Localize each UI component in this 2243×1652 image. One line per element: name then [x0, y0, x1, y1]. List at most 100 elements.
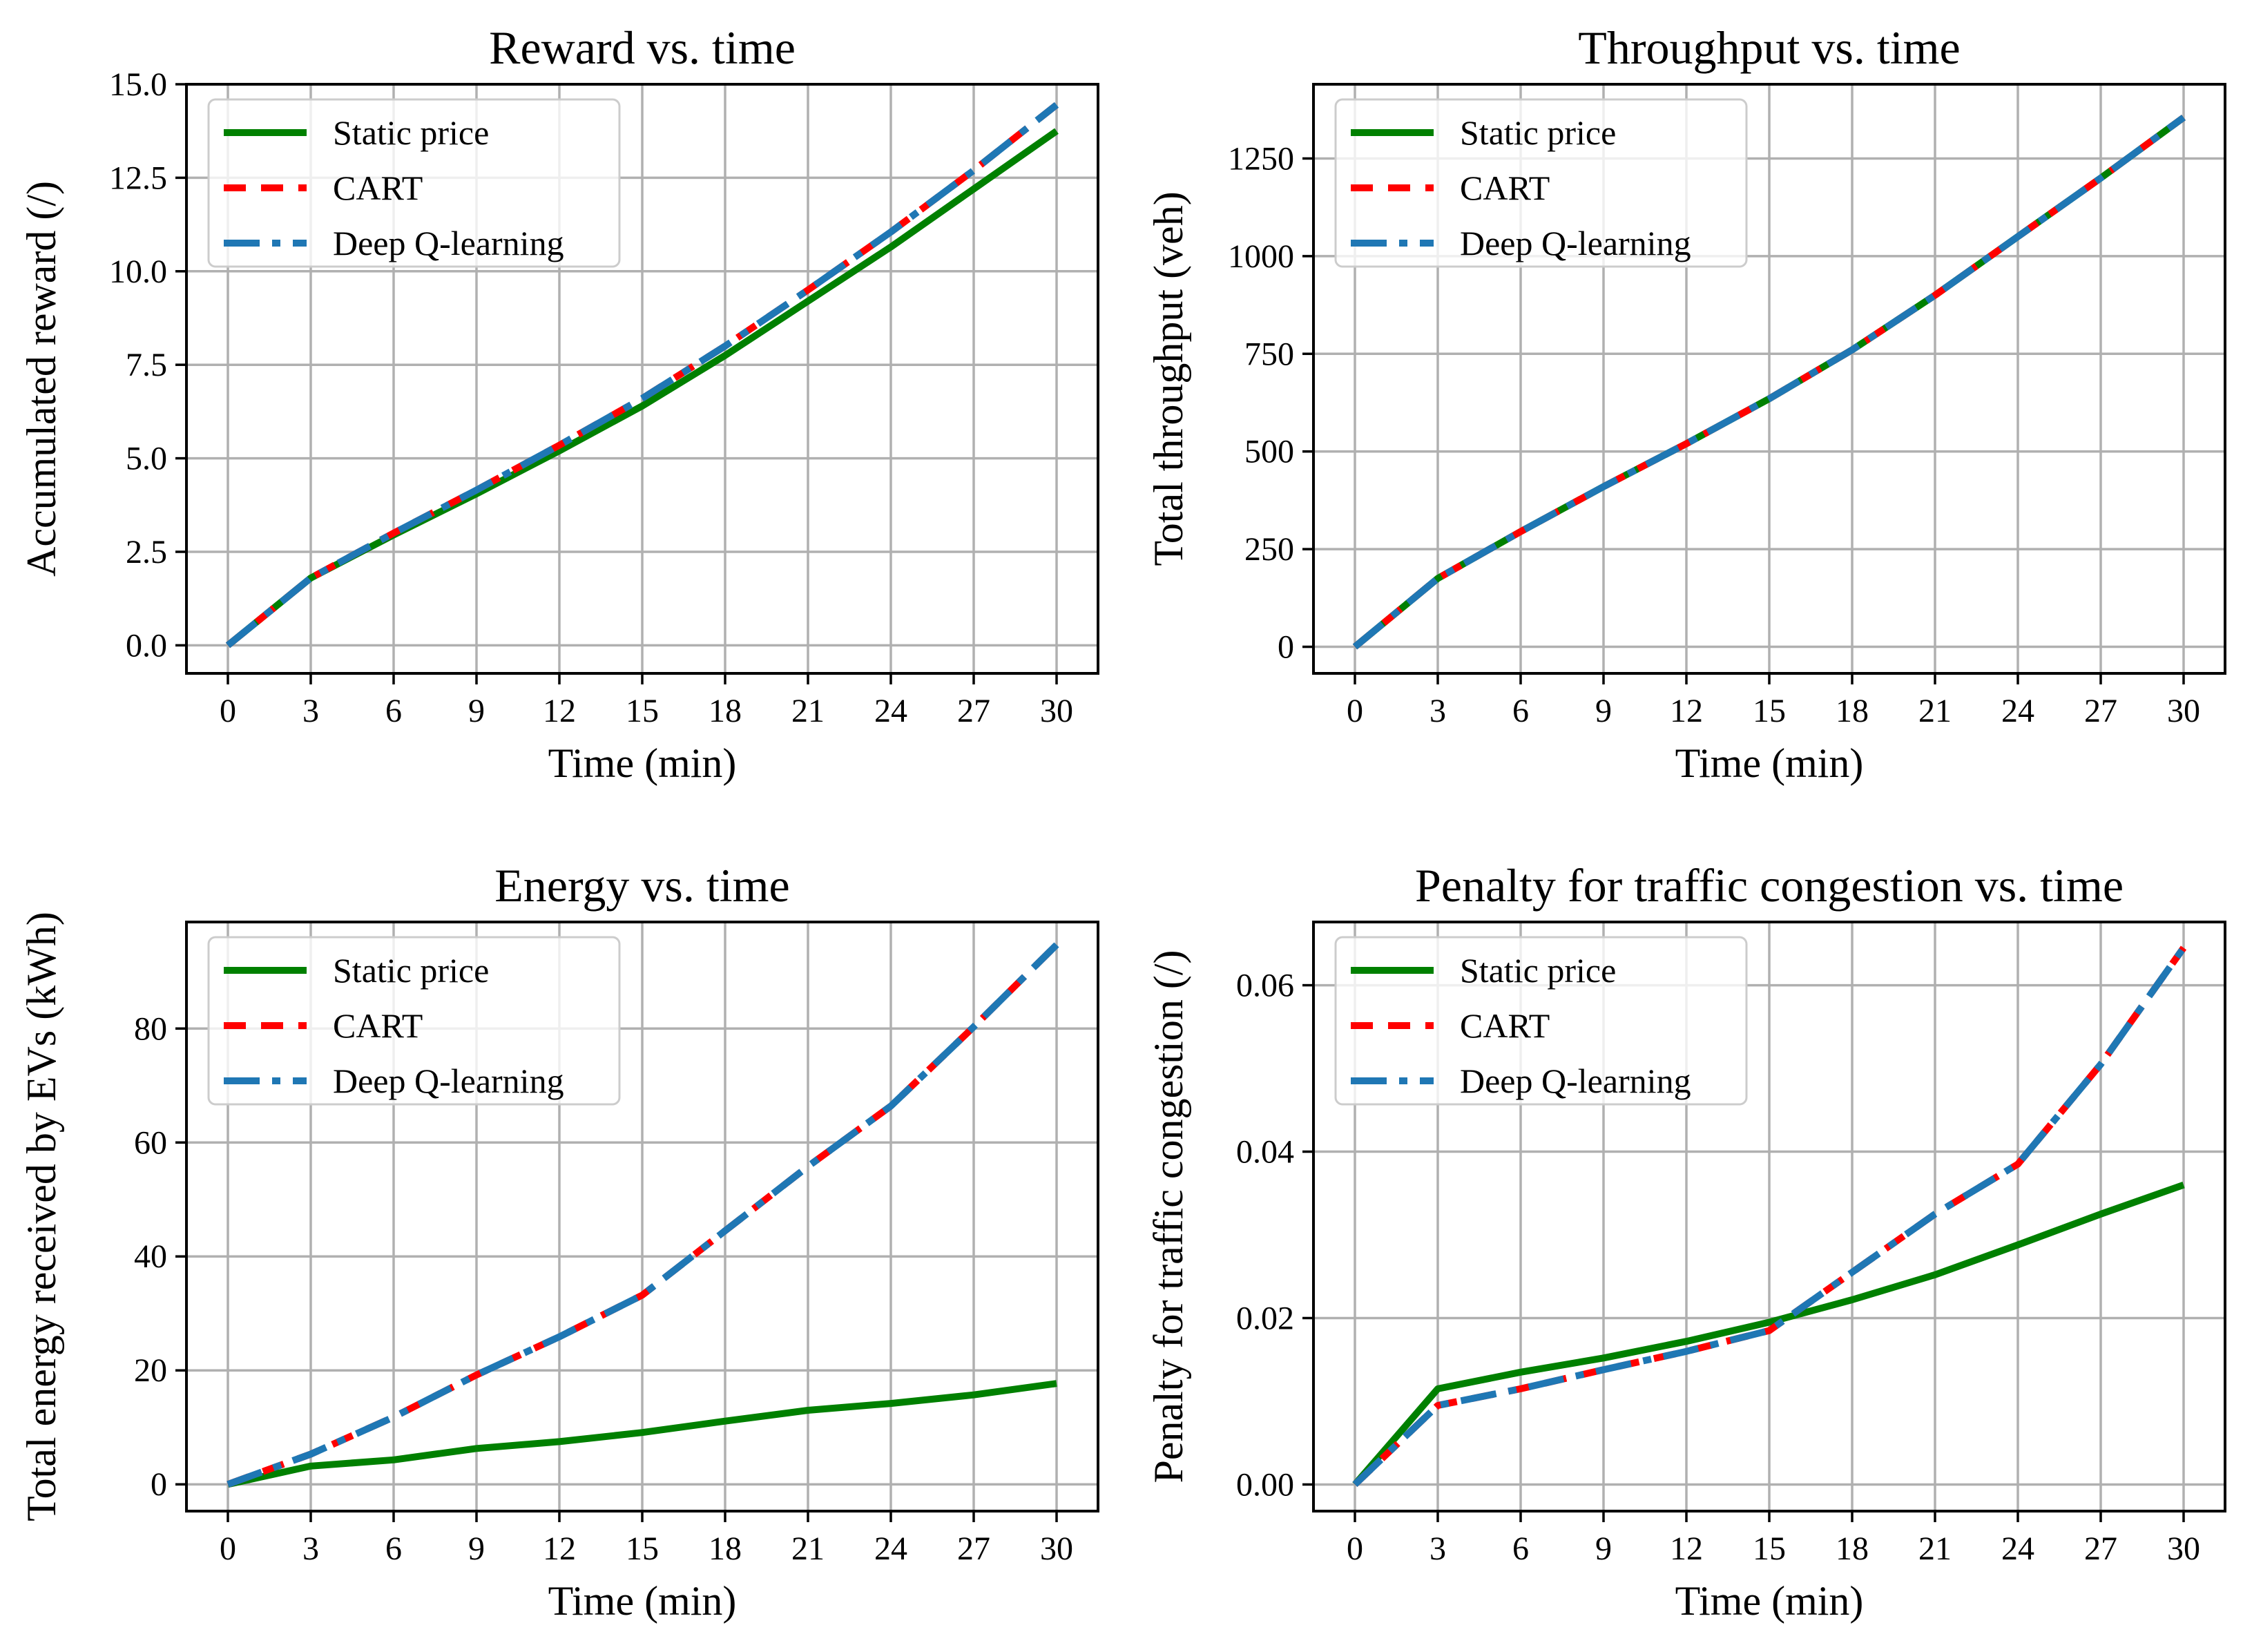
x-tick-label: 24: [874, 693, 907, 729]
legend-label: Static price: [1460, 951, 1616, 990]
y-axis-label: Total throughput (veh): [1146, 191, 1191, 566]
x-tick-label: 15: [626, 1530, 659, 1567]
series-line-static-price: [1352, 1181, 2185, 1487]
legend: Static price CART Deep Q-learning: [207, 98, 621, 268]
x-tick-label: 0: [1347, 693, 1363, 729]
x-tick-label: 27: [957, 1530, 990, 1567]
chart-panel-3: 0 3 6 9 12 15 18 21 24 27 30 0 20 40 60 80 Energy vs. ti…: [19, 859, 1099, 1624]
x-tick-label: 27: [957, 693, 990, 729]
legend-box: [1334, 98, 1748, 268]
legend-label: Static price: [333, 113, 489, 152]
series-line-static-price: [227, 1380, 1057, 1488]
x-tick-label: 12: [1670, 1530, 1703, 1567]
legend-label: Deep Q-learning: [1460, 224, 1691, 262]
x-tick-label: 27: [2084, 693, 2117, 729]
x-tick-label: 3: [1429, 693, 1446, 729]
legend-box: [207, 98, 621, 268]
chart-title: Energy vs. time: [494, 859, 789, 912]
y-tick-label: 0: [1278, 629, 1294, 666]
series-line-deep-q-learning: [227, 942, 1059, 1488]
x-tick-label: 30: [2167, 1530, 2200, 1567]
y-tick-label: 60: [134, 1124, 167, 1161]
legend: Static price CART Deep Q-learning: [1334, 98, 1748, 268]
x-tick-label: 0: [1347, 1530, 1363, 1567]
x-tick-label: 18: [1836, 693, 1869, 729]
legend: Static price CART Deep Q-learning: [1334, 936, 1748, 1106]
chart-panel-2: 0 3 6 9 12 15 18 21 24 27 30 0 250 500 750 1000 1250 Thro…: [1146, 21, 2226, 786]
x-tick-label: 30: [1040, 693, 1073, 729]
x-tick-label: 15: [1753, 1530, 1786, 1567]
x-tick-label: 3: [302, 693, 319, 729]
x-tick-label: 15: [1753, 693, 1786, 729]
x-tick-label: 3: [302, 1530, 319, 1567]
chart-panel-1: 0 3 6 9 12 15 18 21 24 27 30 0.0 2.5 5.0 7.5 10.0 12.5 15…: [19, 21, 1099, 786]
y-tick-label: 5.0: [126, 441, 167, 477]
x-tick-label: 6: [1512, 693, 1529, 729]
series-line-deep-q-learning: [1352, 945, 2187, 1488]
x-axis-label: Time (min): [1675, 1578, 1864, 1624]
x-tick-label: 6: [1512, 1530, 1529, 1567]
legend-label: CART: [333, 169, 423, 207]
x-tick-label: 30: [2167, 693, 2200, 729]
legend-label: Deep Q-learning: [1460, 1062, 1691, 1100]
x-axis-label: Time (min): [548, 1578, 737, 1624]
x-tick-label: 0: [220, 693, 236, 729]
x-tick-label: 6: [385, 1530, 402, 1567]
legend-label: CART: [1460, 169, 1550, 207]
x-tick-label: 18: [709, 1530, 742, 1567]
legend-label: Static price: [1460, 113, 1616, 152]
y-tick-label: 0.00: [1236, 1466, 1294, 1503]
x-tick-label: 12: [543, 1530, 576, 1567]
legend-label: CART: [333, 1006, 423, 1045]
y-tick-label: 12.5: [109, 160, 167, 196]
legend-label: Deep Q-learning: [333, 224, 564, 262]
chart-title: Reward vs. time: [489, 21, 796, 74]
x-tick-label: 27: [2084, 1530, 2117, 1567]
y-tick-label: 7.5: [126, 347, 167, 383]
x-tick-label: 21: [1918, 693, 1952, 729]
x-tick-label: 21: [1918, 1530, 1952, 1567]
series-line-deep-q-learning: [1352, 115, 2186, 650]
y-tick-label: 1250: [1228, 140, 1294, 177]
x-tick-label: 9: [1595, 693, 1612, 729]
y-tick-label: 1000: [1228, 238, 1294, 275]
y-tick-label: 10.0: [109, 253, 167, 290]
x-tick-label: 21: [791, 693, 825, 729]
x-tick-label: 30: [1040, 1530, 1073, 1567]
legend-label: Static price: [333, 951, 489, 990]
x-tick-label: 24: [874, 1530, 907, 1567]
legend: Static price CART Deep Q-learning: [207, 936, 621, 1106]
series-line-deep-q-learning: [225, 102, 1059, 649]
series-line-cart: [227, 942, 1059, 1488]
y-tick-label: 15.0: [109, 66, 167, 103]
y-tick-label: 2.5: [126, 534, 167, 570]
x-tick-label: 12: [1670, 693, 1703, 729]
y-axis-label: Penalty for traffic congestion (/): [1146, 950, 1191, 1483]
x-tick-label: 24: [2001, 693, 2034, 729]
y-tick-label: 500: [1244, 434, 1294, 470]
y-tick-label: 20: [134, 1352, 167, 1389]
x-tick-label: 21: [791, 1530, 825, 1567]
x-tick-label: 0: [220, 1530, 236, 1567]
y-tick-label: 250: [1244, 531, 1294, 568]
y-axis-label: Accumulated reward (/): [19, 181, 64, 577]
x-axis-label: Time (min): [1675, 740, 1864, 786]
legend-label: Deep Q-learning: [333, 1062, 564, 1100]
x-tick-label: 18: [709, 693, 742, 729]
x-tick-label: 18: [1836, 1530, 1869, 1567]
x-tick-label: 15: [626, 693, 659, 729]
chart-panel-4: 0 3 6 9 12 15 18 21 24 27 30 0.00 0.02 0.04 0.06 Penalt…: [1146, 859, 2226, 1624]
x-tick-label: 24: [2001, 1530, 2034, 1567]
x-tick-label: 9: [1595, 1530, 1612, 1567]
y-tick-label: 0.0: [126, 627, 167, 664]
x-tick-label: 3: [1429, 1530, 1446, 1567]
y-tick-label: 0.02: [1236, 1300, 1294, 1336]
y-axis-label: Total energy received by EVs (kWh): [19, 912, 64, 1521]
y-tick-label: 40: [134, 1238, 167, 1275]
x-axis-label: Time (min): [548, 740, 737, 786]
y-tick-label: 0: [151, 1466, 167, 1503]
y-tick-label: 0.04: [1236, 1134, 1294, 1171]
chart-title: Throughput vs. time: [1578, 21, 1960, 74]
x-tick-label: 9: [468, 1530, 485, 1567]
